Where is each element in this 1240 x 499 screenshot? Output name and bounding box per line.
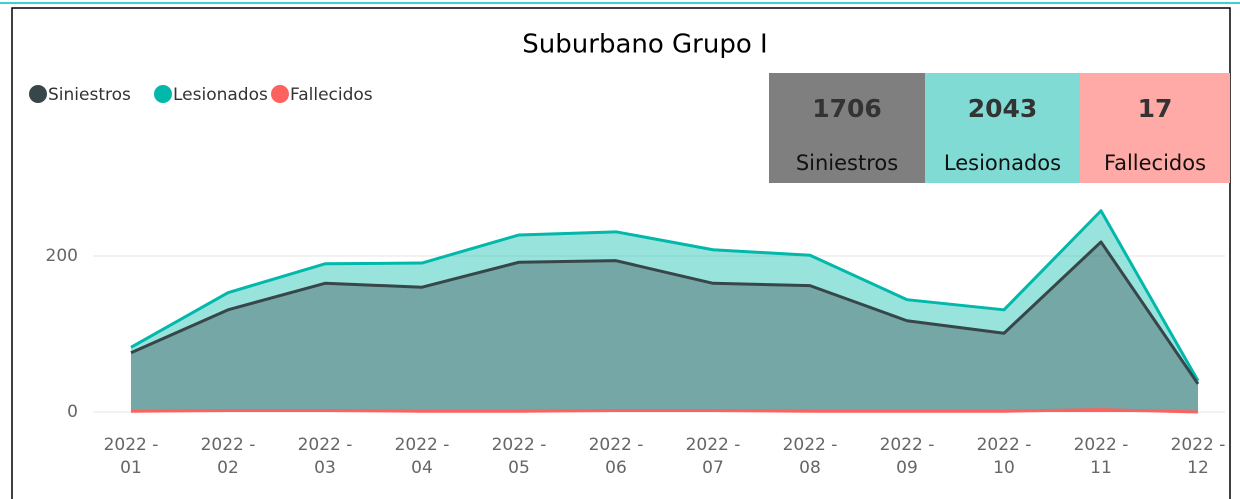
- legend-label: Lesionados: [173, 85, 268, 105]
- x-tick-label: 2022 - 05: [491, 435, 547, 478]
- legend-label: Fallecidos: [290, 85, 373, 105]
- x-tick-label: 2022 - 12: [1170, 435, 1226, 478]
- y-tick-label: 0: [67, 402, 78, 422]
- x-tick-label: 2022 - 04: [394, 435, 450, 478]
- area: [131, 210, 1198, 412]
- card-value: 17: [1138, 94, 1173, 123]
- line: [130, 209, 1200, 382]
- card: [769, 73, 925, 183]
- card-value: 1706: [812, 94, 882, 123]
- x-tick-label: 2022 - 07: [685, 435, 741, 478]
- card-label: Fallecidos: [1104, 151, 1206, 175]
- x-tick-label: 2022 - 03: [297, 435, 353, 478]
- card-label: Siniestros: [796, 151, 898, 175]
- area: [131, 241, 1198, 412]
- x-tick-label: 2022 - 08: [782, 435, 838, 478]
- card-label: Lesionados: [944, 151, 1061, 175]
- x-tick-label: 2022 - 09: [879, 435, 935, 478]
- line: [130, 408, 1199, 414]
- card-value: 2043: [968, 94, 1038, 123]
- frame: [11, 7, 1231, 499]
- legend-marker: [29, 85, 47, 103]
- chart-title: Suburbano Grupo I: [522, 30, 767, 60]
- x-tick-label: 2022 - 06: [588, 435, 644, 478]
- y-tick-label: 200: [46, 246, 78, 266]
- card: [925, 73, 1080, 183]
- line: [130, 240, 1200, 385]
- legend-marker: [154, 85, 172, 103]
- x-tick-label: 2022 - 01: [103, 435, 159, 478]
- x-tick-label: 2022 - 10: [976, 435, 1032, 478]
- card: [1080, 73, 1230, 183]
- legend-label: Siniestros: [48, 85, 131, 105]
- legend-marker: [271, 85, 289, 103]
- x-tick-label: 2022 - 11: [1073, 435, 1129, 478]
- x-tick-label: 2022 - 02: [200, 435, 256, 478]
